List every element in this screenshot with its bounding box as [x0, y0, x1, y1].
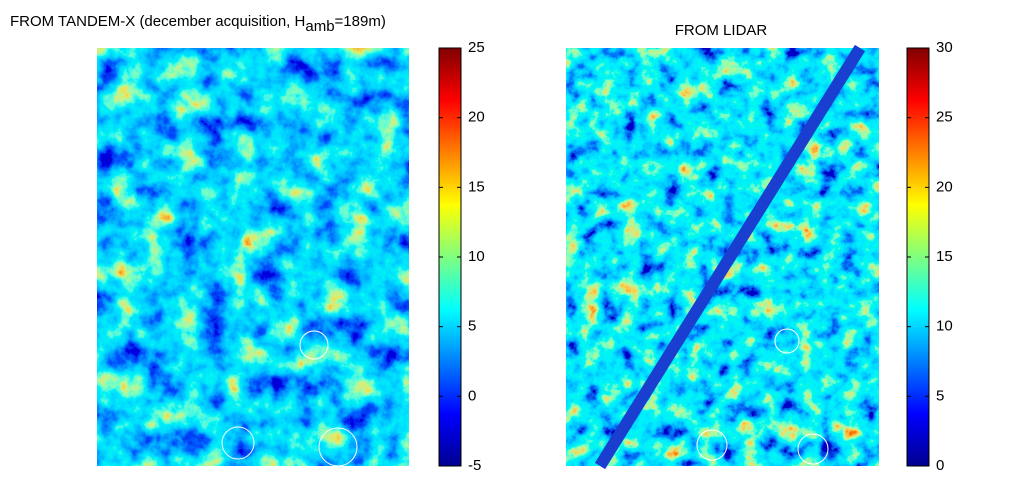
height-map: [97, 48, 409, 466]
marker-circle: [797, 433, 829, 465]
colorbar-tick-label: 5: [936, 387, 944, 404]
panel-title: FROM LIDAR: [675, 22, 768, 39]
colorbar-tick-label: 5: [468, 318, 476, 335]
marker-circle: [696, 429, 728, 461]
colorbar-tick-label: 0: [936, 457, 944, 474]
colorbar-tick-label: 15: [936, 248, 953, 265]
height-map: [566, 48, 879, 466]
colorbar-tick-label: 20: [468, 109, 485, 126]
road: [594, 44, 866, 470]
colorbar-tick-label: 0: [468, 387, 476, 404]
colorbar-tick-label: 25: [468, 39, 485, 56]
marker-circle: [221, 426, 255, 460]
panel-title: FROM TANDEM-X (december acquisition, Ham…: [10, 13, 386, 35]
title-text: =189m): [335, 13, 386, 30]
colorbar-tick-label: 20: [936, 178, 953, 195]
colorbar-tick-label: 10: [468, 248, 485, 265]
marker-circle: [299, 330, 329, 360]
colorbar-tick-label: 25: [936, 109, 953, 126]
colorbar-tick-label: 30: [936, 39, 953, 56]
title-text: FROM TANDEM-X (december acquisition, H: [10, 13, 305, 30]
marker-circle: [318, 427, 358, 467]
colorbar-tick-label: 15: [468, 178, 485, 195]
title-subscript: amb: [305, 18, 334, 35]
colorbar-tick-label: -5: [468, 457, 481, 474]
marker-circle: [774, 328, 800, 354]
colorbar-tick-label: 10: [936, 318, 953, 335]
